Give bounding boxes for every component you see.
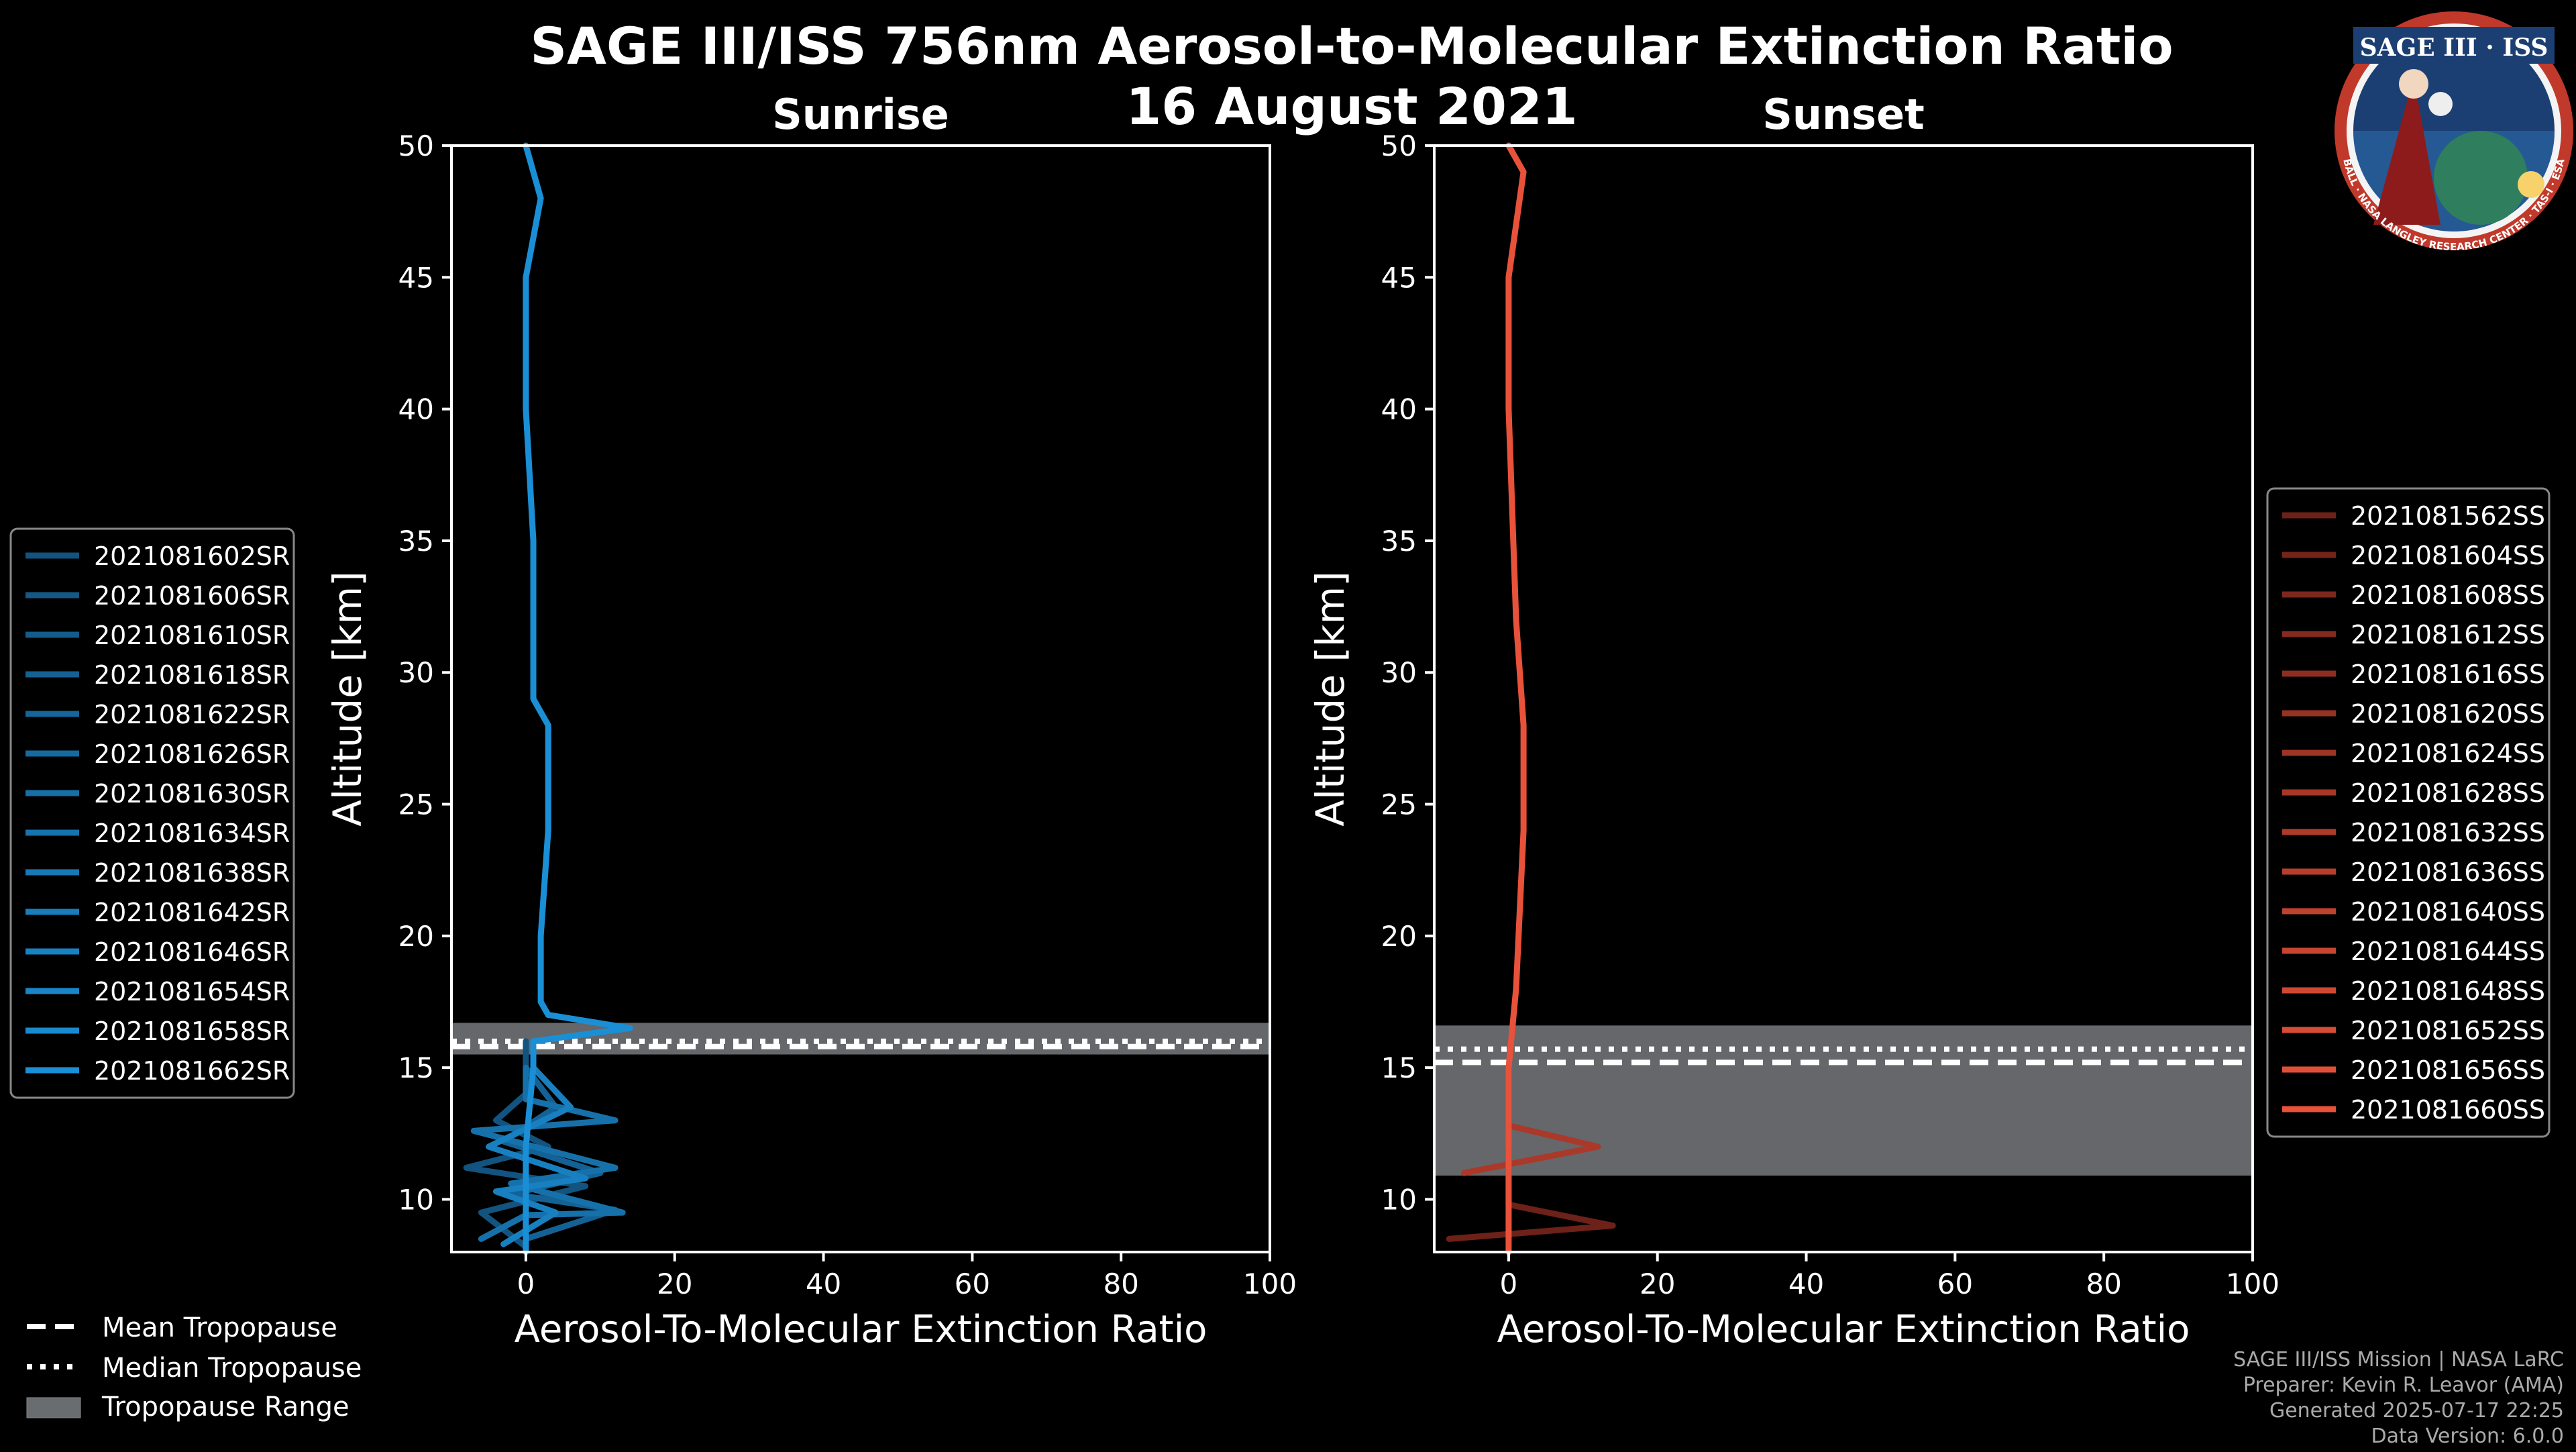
- sunrise-panel: 0 20 40 60 80 100 10 15 20 25 30 35 40 45 50 Sunrise Aer…: [325, 90, 1297, 1351]
- sunset-legend-entry: 2021081656SS: [2351, 1055, 2545, 1085]
- footer: SAGE III/ISS Mission | NASA LaRC Prepare…: [2233, 1348, 2564, 1448]
- footer-generated: Generated 2025-07-17 22:25: [2269, 1399, 2564, 1422]
- sunset-x-axis-label: Aerosol-To-Molecular Extinction Ratio: [1497, 1308, 2190, 1351]
- sunset-legend-entry: 2021081660SS: [2351, 1095, 2545, 1125]
- sunset-legend: 2021081562SS 2021081604SS 2021081608SS 2021…: [2266, 487, 2551, 1138]
- sunrise-series-line-2021081626SR: [486, 1064, 589, 1247]
- tropopause-legend: Mean Tropopause Median Tropopause Tropop…: [26, 1312, 362, 1422]
- sunset-y-tick-label: 40: [1381, 393, 1417, 426]
- sunset-series-line-2021081660SS: [1505, 142, 1527, 1255]
- sunset-y-tick-label: 50: [1381, 129, 1417, 162]
- sage-mission-logo: SAGE III · ISS BALL · NASA LANGLEY RESEA…: [2334, 11, 2573, 253]
- sunrise-legend-entry: 2021081638SR: [94, 858, 290, 888]
- sunset-legend-entry: 2021081640SS: [2351, 897, 2545, 927]
- sunrise-y-tick-label: 15: [398, 1051, 434, 1084]
- sunrise-legend-entry: 2021081606SR: [94, 581, 290, 611]
- sunset-legend-entry: 2021081608SS: [2351, 580, 2545, 610]
- sunset-y-axis-label: Altitude [km]: [1307, 571, 1353, 826]
- sunset-y-tick-label: 45: [1381, 261, 1417, 294]
- sunset-y-tick-label: 10: [1381, 1183, 1417, 1216]
- sunset-legend-entry: 2021081620SS: [2351, 699, 2545, 729]
- sunrise-x-tick-label: 40: [806, 1267, 841, 1300]
- sunset-y-tick-label: 20: [1381, 920, 1417, 953]
- sunset-legend-entry: 2021081632SS: [2351, 818, 2545, 847]
- sunset-x-tick-label: 0: [1500, 1267, 1518, 1300]
- sunset-y-tick-label: 35: [1381, 525, 1417, 558]
- sunrise-series-line-2021081662SR: [523, 142, 633, 1255]
- sunset-legend-entry: 2021081616SS: [2351, 660, 2545, 689]
- sunrise-legend-box: [9, 527, 295, 1099]
- sunset-legend-entry: 2021081612SS: [2351, 620, 2545, 650]
- sunrise-axes-frame: [450, 144, 1271, 1253]
- sunrise-legend-entry: 2021081646SR: [94, 937, 290, 967]
- sunrise-legend-entry: 2021081634SR: [94, 819, 290, 848]
- sunrise-x-tick-label: 100: [1243, 1267, 1297, 1300]
- sunrise-legend: 2021081602SR 2021081606SR 2021081610SR 2021…: [9, 527, 295, 1099]
- sunrise-x-axis-label: Aerosol-To-Molecular Extinction Ratio: [515, 1308, 1208, 1351]
- sunset-legend-entry: 2021081644SS: [2351, 937, 2545, 966]
- tropopause-range-swatch: [26, 1397, 81, 1418]
- sunrise-legend-entry: 2021081618SR: [94, 660, 290, 690]
- sunset-legend-entry: 2021081628SS: [2351, 778, 2545, 808]
- sunrise-y-tick-label: 45: [398, 261, 434, 294]
- sunrise-y-axis-label: Altitude [km]: [325, 571, 370, 826]
- sunrise-legend-entry: 2021081610SR: [94, 621, 290, 650]
- sunrise-legend-entry: 2021081630SR: [94, 779, 290, 809]
- sunset-x-tick-label: 80: [2086, 1267, 2121, 1300]
- sunrise-x-tick-label: 60: [955, 1267, 990, 1300]
- chart-title-line1: SAGE III/ISS 756nm Aerosol-to-Molecular …: [530, 16, 2173, 76]
- sunset-x-tick-label: 40: [1788, 1267, 1824, 1300]
- sunrise-panel-title: Sunrise: [772, 90, 949, 139]
- sunrise-legend-entry: 2021081602SR: [94, 541, 290, 571]
- sunset-x-tick-label: 20: [1640, 1267, 1675, 1300]
- moon-icon: [2428, 92, 2453, 116]
- sunset-panel-title: Sunset: [1762, 90, 1925, 139]
- sunrise-y-tick-label: 40: [398, 393, 434, 426]
- sunrise-legend-entry: 2021081622SR: [94, 700, 290, 729]
- sunset-panel: 0 20 40 60 80 100 10 15 20 25 30 35 40 45 50 Sunset Aero…: [1307, 90, 2279, 1351]
- sunset-axes-frame: [1433, 144, 2254, 1253]
- mean-tropopause-label: Mean Tropopause: [102, 1312, 337, 1343]
- sunrise-x-tick-label: 80: [1103, 1267, 1138, 1300]
- sunset-legend-entry: 2021081648SS: [2351, 976, 2545, 1006]
- sunrise-y-tick-label: 20: [398, 920, 434, 953]
- logo-text: SAGE III · ISS: [2360, 34, 2548, 62]
- sunrise-y-tick-label: 10: [398, 1183, 434, 1216]
- earth-icon: [2434, 131, 2528, 225]
- sunrise-legend-entry: 2021081642SR: [94, 898, 290, 927]
- median-tropopause-label: Median Tropopause: [102, 1353, 362, 1384]
- sunrise-legend-entry: 2021081662SR: [94, 1056, 290, 1086]
- footer-preparer: Preparer: Kevin R. Leavor (AMA): [2243, 1373, 2564, 1397]
- sunrise-y-tick-label: 30: [398, 656, 434, 689]
- footer-mission: SAGE III/ISS Mission | NASA LaRC: [2233, 1348, 2564, 1371]
- chart-title-line2: 16 August 2021: [1126, 76, 1577, 136]
- sunset-x-tick-label: 60: [1937, 1267, 1973, 1300]
- sunrise-y-tick-label: 35: [398, 525, 434, 558]
- sunset-legend-entry: 2021081604SS: [2351, 541, 2545, 570]
- tropopause-range-label: Tropopause Range: [101, 1392, 350, 1422]
- sunset-y-tick-label: 25: [1381, 788, 1417, 821]
- sunrise-legend-entry: 2021081658SR: [94, 1017, 290, 1046]
- footer-version: Data Version: 6.0.0: [2371, 1424, 2564, 1448]
- sunset-legend-box: [2266, 487, 2551, 1138]
- sunrise-y-tick-label: 25: [398, 788, 434, 821]
- sunset-legend-entry: 2021081562SS: [2351, 501, 2545, 531]
- sunrise-legend-entry: 2021081626SR: [94, 739, 290, 769]
- sunset-legend-entry: 2021081624SS: [2351, 739, 2545, 768]
- sunrise-legend-entry: 2021081654SR: [94, 977, 290, 1006]
- sunrise-y-tick-label: 50: [398, 129, 434, 162]
- sunrise-x-tick-label: 20: [657, 1267, 692, 1300]
- sunset-legend-entry: 2021081636SS: [2351, 858, 2545, 887]
- sun-icon: [2518, 171, 2544, 198]
- sunrise-x-tick-label: 0: [517, 1267, 535, 1300]
- sunset-y-tick-label: 30: [1381, 656, 1417, 689]
- sunset-legend-entry: 2021081652SS: [2351, 1016, 2545, 1045]
- sunset-x-tick-label: 100: [2226, 1267, 2279, 1300]
- sunset-y-tick-label: 15: [1381, 1051, 1417, 1084]
- wizard-figure-icon: [2373, 77, 2440, 225]
